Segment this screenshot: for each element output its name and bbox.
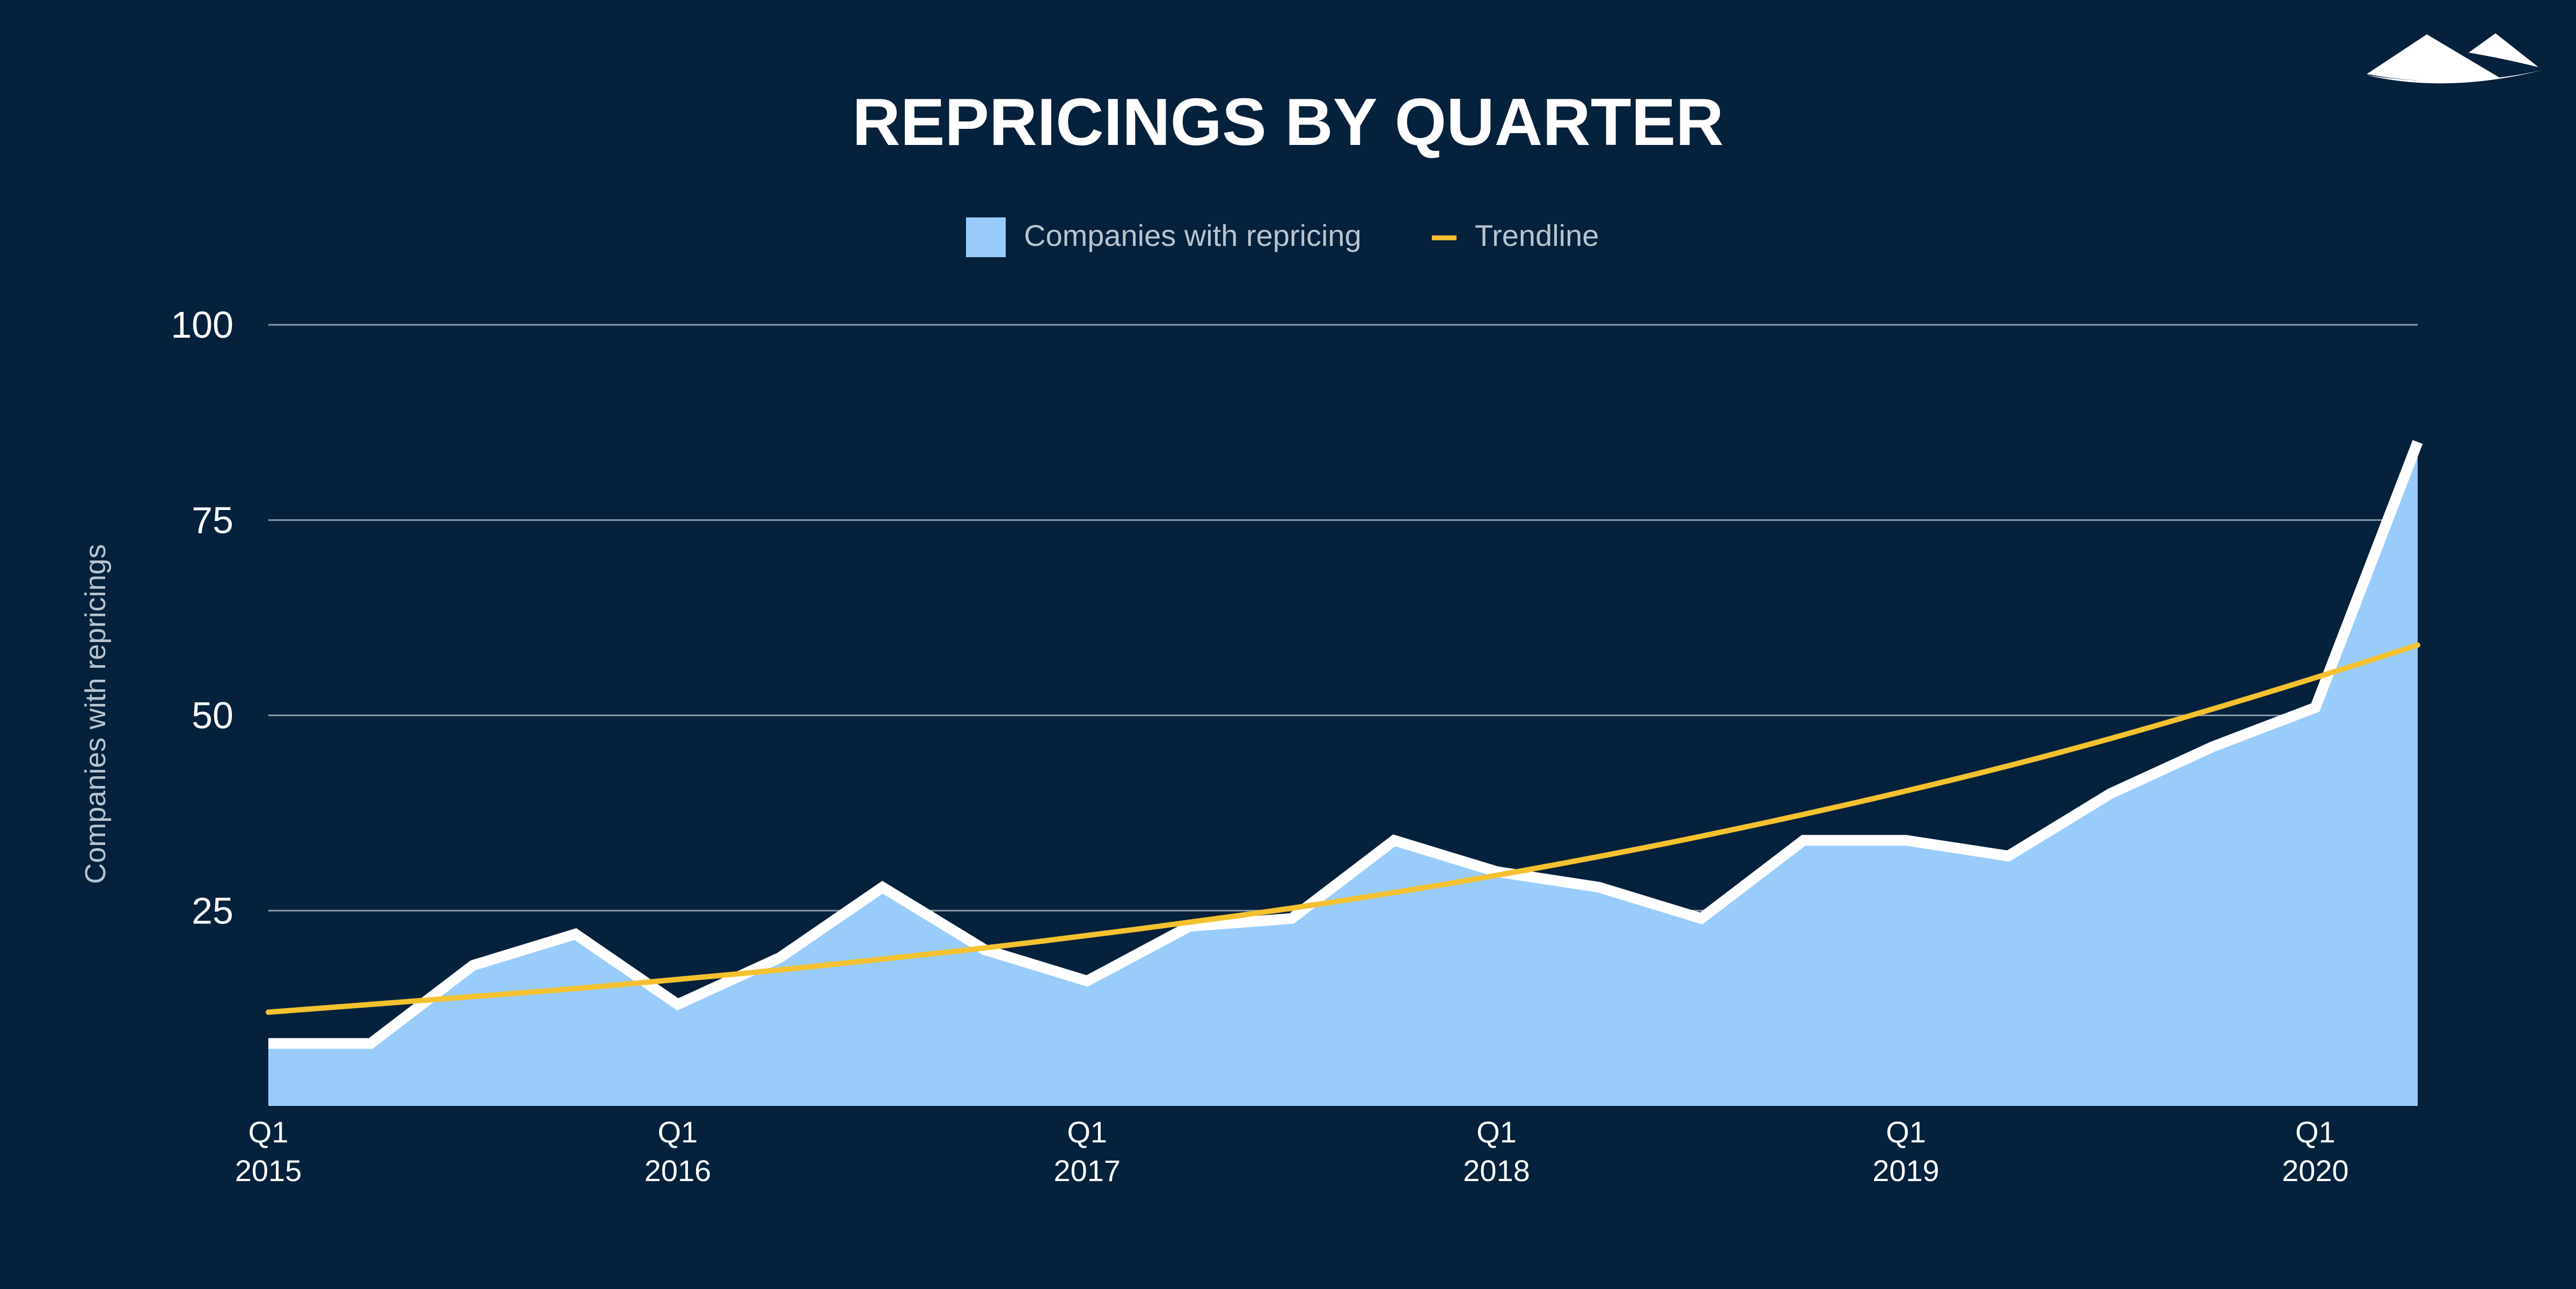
y-tick-label-75: 75 — [192, 499, 233, 541]
data-point-companies-13 — [1596, 884, 1602, 891]
x-tick-label-year: 2015 — [235, 1154, 302, 1188]
series-line-trendline — [266, 642, 2420, 1015]
legend-label-companies: Companies with repricing — [1024, 219, 1362, 252]
chart-title: REPRICINGS BY QUARTER — [852, 85, 1724, 159]
mountain-logo — [2367, 33, 2544, 84]
data-point-companies-2 — [470, 962, 476, 968]
data-point-companies-15 — [1801, 837, 1807, 843]
x-tick-label-year: 2020 — [2282, 1154, 2349, 1188]
plot-area — [265, 439, 2423, 1106]
data-point-companies-20 — [2312, 704, 2318, 711]
x-tick-label-quarter: Q1 — [1476, 1115, 1517, 1149]
y-axis-label: Companies with repricings — [79, 544, 112, 884]
mountain-logo-base — [2367, 70, 2544, 84]
data-point-companies-10 — [1289, 915, 1295, 922]
x-tick-2019: Q1 2019 — [1872, 1115, 1940, 1188]
x-tick-label-year: 2016 — [645, 1154, 712, 1188]
x-tick-2020: Q1 2020 — [2282, 1115, 2349, 1188]
x-axis-ticks: Q1 2015 Q1 2016 Q1 2017 Q1 2018 Q1 2019 Q1 2020 — [235, 1115, 2349, 1188]
data-point-companies-16 — [1902, 837, 1909, 843]
data-point-companies-21 — [2414, 439, 2421, 445]
x-tick-label-year: 2018 — [1463, 1154, 1530, 1188]
mountain-logo-small-peak — [2469, 33, 2538, 67]
data-point-companies-6 — [879, 884, 885, 891]
x-tick-label-quarter: Q1 — [1067, 1115, 1107, 1149]
data-point-companies-18 — [2107, 790, 2114, 797]
data-point-companies-17 — [2005, 853, 2011, 859]
x-tick-label-quarter: Q1 — [2295, 1115, 2336, 1149]
data-point-companies-3 — [572, 931, 579, 937]
area-fill-companies — [268, 442, 2418, 1106]
data-point-companies-8 — [1084, 978, 1091, 984]
legend-swatch-companies — [966, 217, 1006, 257]
x-tick-2015: Q1 2015 — [235, 1115, 302, 1188]
y-tick-label-100: 100 — [171, 304, 233, 346]
data-point-companies-1 — [368, 1040, 374, 1047]
legend: Companies with repricing Trendline — [966, 217, 1599, 257]
data-point-companies-19 — [2210, 744, 2216, 750]
x-tick-label-quarter: Q1 — [658, 1115, 698, 1149]
y-tick-label-50: 50 — [192, 695, 233, 737]
y-axis-ticks: 25 50 75 100 — [171, 304, 233, 931]
data-point-companies-14 — [1698, 915, 1704, 922]
data-point-companies-5 — [777, 955, 784, 961]
legend-label-trendline: Trendline — [1475, 219, 1599, 252]
data-point-companies-4 — [675, 1001, 681, 1008]
x-tick-label-year: 2017 — [1053, 1154, 1121, 1188]
x-tick-2016: Q1 2016 — [645, 1115, 712, 1188]
x-tick-label-year: 2019 — [1872, 1154, 1940, 1188]
data-point-companies-0 — [265, 1040, 272, 1047]
series-line-companies — [268, 440, 2423, 1049]
data-point-companies-11 — [1391, 837, 1397, 843]
mountain-logo-large-peak — [2367, 34, 2501, 82]
x-tick-2017: Q1 2017 — [1053, 1115, 1121, 1188]
x-tick-label-quarter: Q1 — [1886, 1115, 1926, 1149]
y-tick-label-25: 25 — [192, 890, 233, 931]
x-tick-2018: Q1 2018 — [1463, 1115, 1530, 1188]
x-tick-label-quarter: Q1 — [248, 1115, 289, 1149]
